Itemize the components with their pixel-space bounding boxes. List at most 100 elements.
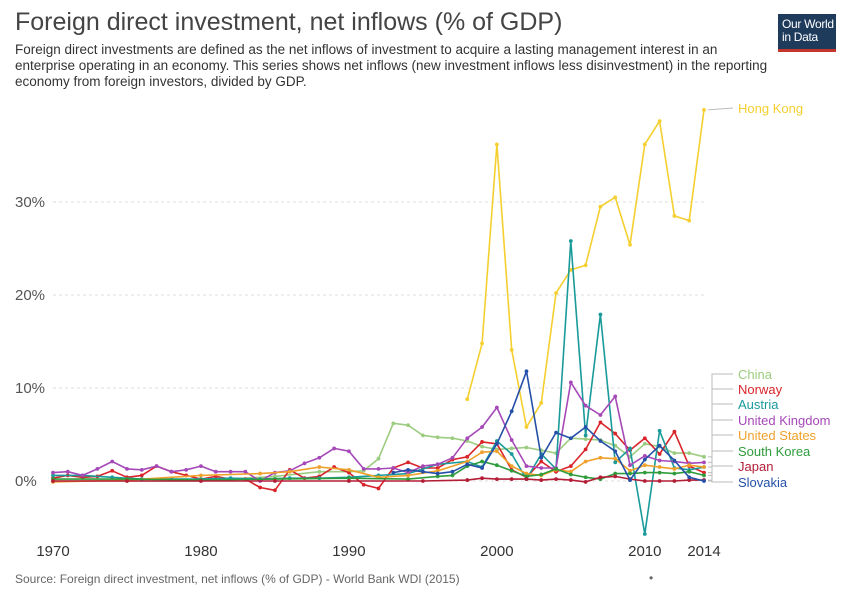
data-point-united-kingdom <box>65 469 70 474</box>
data-point-south-korea <box>672 471 677 476</box>
legend-label-united-kingdom: United Kingdom <box>738 413 831 428</box>
owid-logo[interactable]: Our World in Data <box>778 14 836 52</box>
data-point-united-kingdom <box>154 464 159 469</box>
data-point-japan <box>672 479 677 483</box>
data-point-hong-kong <box>702 108 706 112</box>
data-point-hong-kong <box>672 214 677 218</box>
data-point-slovakia <box>539 455 544 460</box>
data-point-norway <box>598 420 603 425</box>
y-tick-label: 10% <box>15 380 45 397</box>
data-point-japan <box>494 477 499 482</box>
data-point-japan <box>199 479 203 483</box>
data-point-norway <box>273 488 277 493</box>
data-point-china <box>524 445 529 450</box>
data-point-slovakia <box>509 409 514 414</box>
data-point-austria <box>642 532 647 536</box>
data-point-united-states <box>509 464 514 469</box>
logo-line-2: in Data <box>782 30 818 44</box>
data-point-united-kingdom <box>199 464 203 469</box>
data-point-japan <box>613 474 618 479</box>
data-point-united-states <box>435 468 440 473</box>
data-point-united-states <box>657 465 662 469</box>
data-point-austria <box>509 452 514 456</box>
data-point-united-kingdom <box>317 455 322 460</box>
data-point-japan <box>420 479 425 483</box>
data-point-austria <box>613 460 618 465</box>
data-point-norway <box>568 464 573 469</box>
legend-label-slovakia: Slovakia <box>738 475 788 490</box>
data-point-china <box>435 435 440 440</box>
data-point-united-kingdom <box>361 467 366 471</box>
data-point-china <box>687 451 692 455</box>
y-tick-label: 0% <box>15 473 37 490</box>
data-point-united-states <box>598 455 603 460</box>
data-point-japan <box>51 479 55 483</box>
data-point-united-kingdom <box>628 463 632 468</box>
data-point-united-states <box>287 469 292 474</box>
legend-leader-japan <box>708 465 733 481</box>
data-point-china <box>702 454 706 459</box>
data-point-slovakia <box>435 471 440 476</box>
data-point-united-states <box>480 450 484 455</box>
series-line-united-kingdom <box>52 381 705 482</box>
logo-line-1: Our World <box>782 17 834 31</box>
data-point-united-kingdom <box>110 459 115 464</box>
data-point-slovakia <box>583 425 588 429</box>
data-point-united-kingdom <box>702 460 706 465</box>
data-point-south-korea <box>539 472 544 477</box>
data-point-united-kingdom <box>420 464 425 469</box>
data-point-hong-kong <box>480 341 484 346</box>
data-point-hong-kong <box>628 242 632 247</box>
data-point-austria <box>568 239 573 243</box>
data-point-south-korea <box>568 472 573 477</box>
data-point-united-states <box>317 465 322 469</box>
x-tick-label: 1990 <box>332 543 365 560</box>
data-point-norway <box>642 436 647 441</box>
data-point-norway <box>258 485 263 490</box>
data-point-united-kingdom <box>435 462 440 467</box>
data-point-austria <box>51 473 55 478</box>
data-point-hong-kong <box>613 195 618 200</box>
data-point-united-states <box>494 449 499 454</box>
data-point-south-korea <box>509 468 514 473</box>
data-point-slovakia <box>524 369 529 374</box>
data-point-slovakia <box>568 436 573 441</box>
data-point-slovakia <box>598 439 603 443</box>
data-point-united-states <box>524 471 529 476</box>
data-point-slovakia <box>391 470 396 475</box>
data-point-japan <box>554 477 558 482</box>
series-line-china <box>53 422 705 482</box>
data-point-slovakia <box>420 469 425 474</box>
data-point-south-korea <box>702 473 706 478</box>
legend-label-china: China <box>738 367 773 382</box>
data-point-hong-kong <box>494 142 499 147</box>
legend-label-south-korea: South Korea <box>738 444 811 459</box>
data-point-norway <box>672 429 677 434</box>
data-point-south-korea <box>435 474 440 479</box>
data-point-slovakia <box>406 467 410 472</box>
data-point-slovakia <box>628 478 632 482</box>
data-point-china <box>406 423 410 428</box>
data-point-slovakia <box>465 462 470 467</box>
data-point-united-kingdom <box>213 469 218 474</box>
data-point-united-states <box>568 469 573 474</box>
logo-accent-bar <box>778 49 836 52</box>
data-point-slovakia <box>450 469 455 474</box>
data-point-slovakia <box>642 457 647 462</box>
data-point-united-kingdom <box>642 453 647 458</box>
data-point-south-korea <box>628 471 632 476</box>
series-line-slovakia <box>393 370 705 482</box>
data-point-japan <box>642 479 647 483</box>
legend-leader-slovakia <box>708 480 733 483</box>
data-point-united-kingdom <box>95 467 100 471</box>
data-point-japan <box>539 478 544 482</box>
legend-label-japan: Japan <box>738 459 773 474</box>
data-point-united-states <box>687 463 692 468</box>
data-point-united-kingdom <box>169 469 174 474</box>
data-point-united-kingdom <box>184 467 189 472</box>
data-point-united-kingdom <box>465 436 470 441</box>
data-point-japan <box>598 475 603 480</box>
data-point-austria <box>657 428 662 433</box>
data-point-norway <box>406 460 410 465</box>
